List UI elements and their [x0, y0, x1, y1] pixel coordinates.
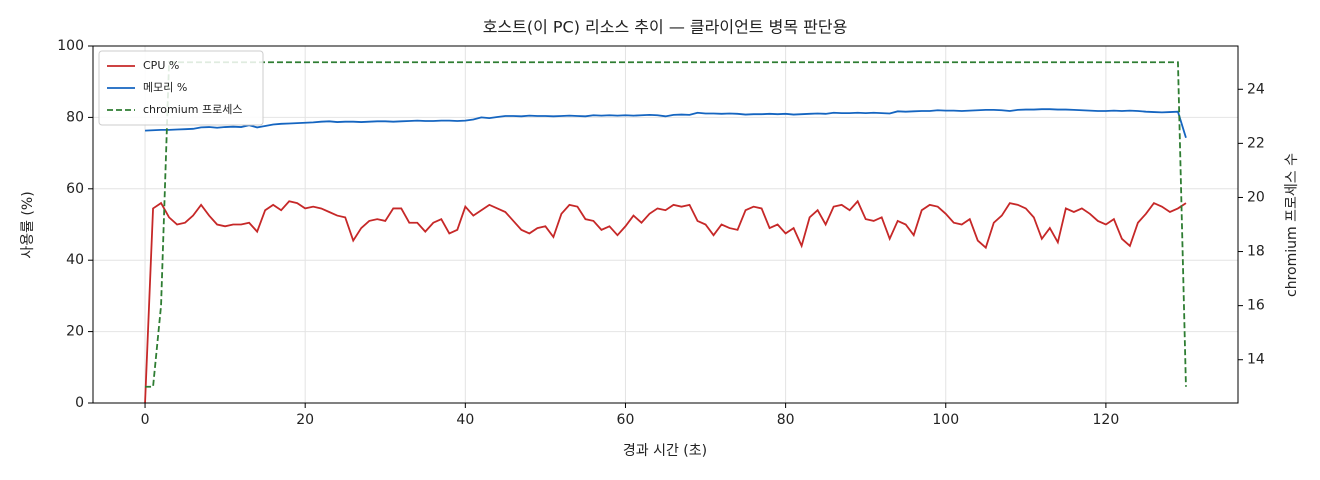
y2-tick-label: 24: [1247, 81, 1265, 97]
y-tick-label: 100: [57, 38, 84, 54]
x-tick-label: 80: [777, 412, 795, 428]
data-line: [145, 108, 1187, 139]
plot-frame: [92, 45, 1239, 404]
y-tick-label: 40: [66, 252, 84, 268]
legend-label: 메모리 %: [143, 81, 187, 94]
x-tick-label: 120: [1093, 412, 1120, 428]
y2-tick-label: 18: [1247, 244, 1265, 260]
chart-title: 호스트(이 PC) 리소스 추이 — 클라이언트 병목 판단용: [483, 18, 848, 37]
y2-tick-label: 20: [1247, 189, 1265, 205]
x-tick-label: 40: [456, 412, 474, 428]
data-line: [144, 199, 1187, 404]
x-tick-label: 100: [932, 412, 959, 428]
x-tick-label: 0: [141, 412, 150, 428]
x-tick-label: 60: [617, 412, 635, 428]
y-tick-label: 80: [66, 109, 84, 125]
legend-box: [98, 50, 264, 126]
y2-tick-label: 22: [1247, 135, 1265, 151]
x-tick-label: 20: [296, 412, 314, 428]
y-tick-label: 20: [66, 324, 84, 340]
y-tick-label: 60: [66, 181, 84, 197]
y-tick-label: 0: [75, 395, 84, 411]
legend-label: chromium 프로세스: [143, 103, 242, 116]
y2-tick-label: 14: [1247, 352, 1265, 368]
legend: CPU % 메모리 % chromium 프로세스: [98, 50, 264, 126]
legend-label: CPU %: [143, 59, 179, 72]
x-axis-label: 경과 시간 (초): [623, 443, 707, 459]
y2-axis-label: chromium 프로세스 수: [1284, 153, 1300, 297]
data-line: [145, 61, 1187, 388]
y2-tick-label: 16: [1247, 298, 1265, 314]
y-axis-label: 사용률 (%): [20, 191, 36, 258]
